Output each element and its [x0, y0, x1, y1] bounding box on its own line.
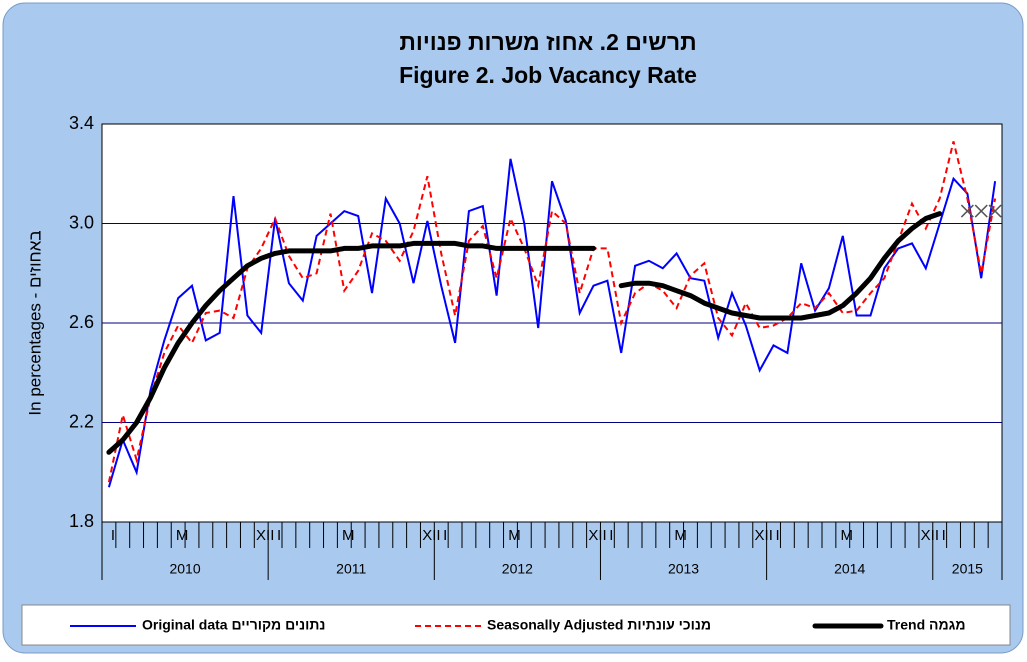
- year-label: 2010: [169, 561, 200, 577]
- year-label: 2012: [502, 561, 533, 577]
- x-tick-label: XII: [921, 527, 939, 544]
- y-tick-label: 3.4: [69, 113, 94, 133]
- year-label: 2015: [952, 561, 983, 577]
- x-tick-label: I: [443, 527, 447, 544]
- x-tick-label: M: [342, 527, 355, 544]
- x-tick-label: M: [841, 527, 854, 544]
- y-tick-label: 2.6: [69, 312, 94, 332]
- x-tick-label: XII: [588, 527, 606, 544]
- chart-title: תרשים 2. אחוז משרות פנויות: [399, 29, 696, 55]
- x-tick-label: M: [176, 527, 189, 544]
- year-label: 2011: [336, 561, 366, 577]
- legend-label: Trend מגמה: [887, 617, 966, 633]
- x-tick-label: I: [111, 527, 115, 544]
- marker: [988, 204, 1002, 218]
- chart-subtitle: Figure 2. Job Vacancy Rate: [399, 62, 697, 88]
- y-tick-label: 1.8: [69, 511, 94, 531]
- x-tick-label: M: [674, 527, 687, 544]
- x-tick-label: XII: [755, 527, 773, 544]
- x-tick-label: I: [942, 527, 946, 544]
- year-label: 2014: [834, 561, 865, 577]
- marker: [974, 204, 988, 218]
- legend-label: Original data נתונים מקוריים: [142, 617, 325, 633]
- x-tick-label: I: [775, 527, 779, 544]
- y-tick-label: 2.2: [69, 411, 94, 431]
- year-label: 2013: [668, 561, 699, 577]
- series-line: [107, 158, 997, 488]
- x-tick-label: XII: [256, 527, 274, 544]
- x-tick-label: I: [277, 527, 281, 544]
- x-tick-label: M: [508, 527, 521, 544]
- series-line: [107, 141, 997, 483]
- x-tick-label: XII: [422, 527, 440, 544]
- marker: [960, 204, 974, 218]
- x-tick-label: I: [609, 527, 613, 544]
- series-line: [106, 211, 943, 455]
- y-tick-label: 3.0: [69, 212, 94, 232]
- legend-label: Seasonally Adjusted מנוכי עונתיות: [487, 617, 711, 633]
- y-axis-label: In percentages - באחוזים: [25, 230, 44, 415]
